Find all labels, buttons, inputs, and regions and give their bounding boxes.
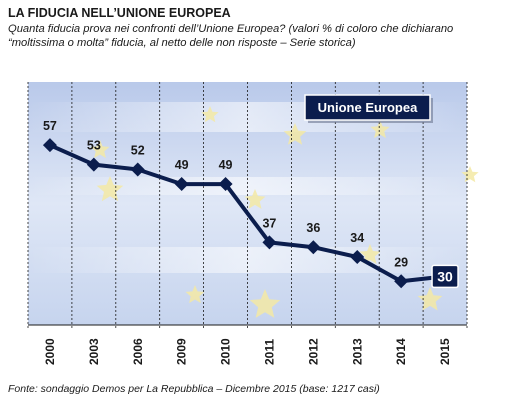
data-label: 53 (87, 139, 101, 153)
x-tick-label: 2012 (306, 338, 320, 365)
star-icon (417, 287, 443, 311)
x-tick-label: 2009 (175, 338, 189, 365)
data-point (306, 240, 321, 255)
data-label: 57 (43, 119, 57, 133)
data-point (218, 177, 233, 192)
source-note: Fonte: sondaggio Demos per La Repubblica… (8, 383, 380, 395)
star-icon (461, 166, 479, 183)
data-point (130, 162, 145, 177)
data-label: 49 (219, 158, 233, 172)
page-title: LA FIDUCIA NELL’UNIONE EUROPEA (8, 6, 231, 20)
legend-label: Unione Europea (318, 100, 418, 115)
series-line-unione-europea (49, 143, 446, 284)
x-tick-label: 2014 (394, 338, 408, 365)
data-point (174, 177, 189, 192)
legend-box (304, 94, 431, 121)
data-point (42, 138, 57, 153)
star-icon (201, 106, 219, 123)
star-icon (185, 285, 205, 304)
data-label: 37 (262, 216, 276, 230)
data-label: 34 (350, 231, 364, 245)
x-tick-label: 2006 (131, 338, 145, 365)
data-label-highlight: 30 (437, 268, 453, 284)
page-subtitle: Quanta fiducia prova nei confronti dell’… (8, 23, 454, 49)
data-label: 29 (394, 255, 408, 269)
data-point (262, 235, 277, 250)
x-tick-label: 2003 (87, 338, 101, 365)
data-point (394, 274, 409, 289)
x-tick-label: 2010 (219, 338, 233, 365)
star-icon (90, 140, 110, 159)
data-label: 36 (306, 221, 320, 235)
x-tick-label: 2015 (438, 338, 452, 365)
x-tick-label: 2000 (43, 338, 57, 365)
star-icon (244, 189, 266, 209)
data-point-highlight (431, 264, 459, 289)
star-icon (283, 123, 307, 145)
x-tick-label: 2011 (262, 339, 276, 365)
data-label: 52 (131, 143, 145, 157)
star-icon (249, 289, 281, 318)
data-label: 49 (175, 158, 189, 172)
data-point (86, 157, 101, 172)
x-tick-label: 2013 (350, 338, 364, 365)
star-icon (370, 120, 390, 139)
star-icon (96, 176, 124, 202)
data-point (350, 249, 365, 264)
